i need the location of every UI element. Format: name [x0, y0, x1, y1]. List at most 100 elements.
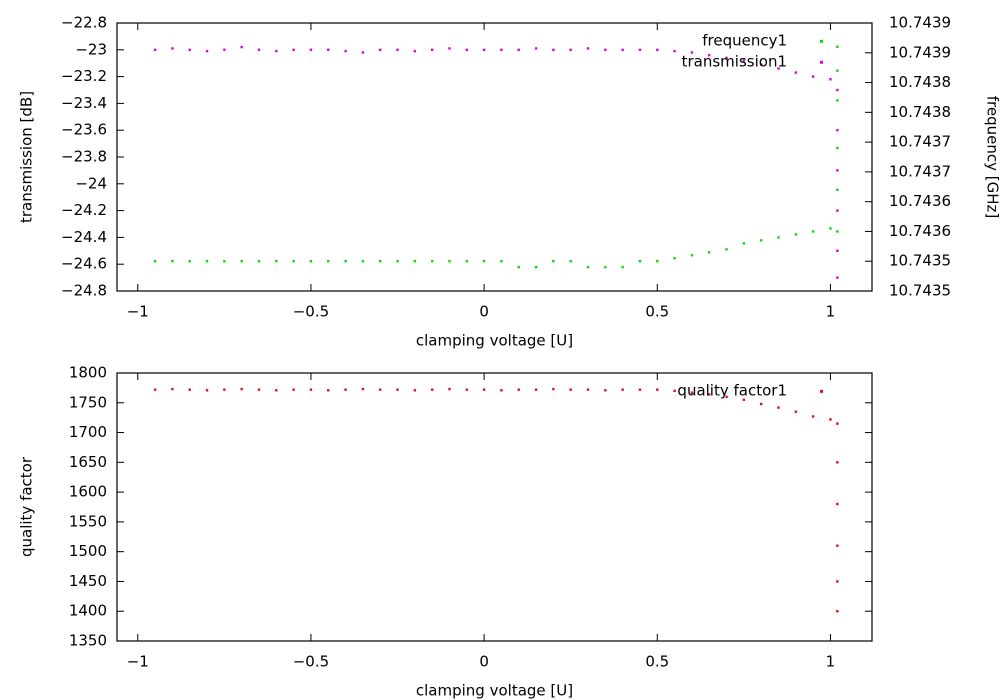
y-tick-label: 1700	[69, 423, 107, 441]
point	[569, 260, 572, 263]
x-tick-label: −1	[127, 303, 149, 321]
point	[777, 236, 780, 239]
point	[586, 388, 590, 391]
point	[309, 388, 313, 391]
point	[534, 265, 538, 269]
point	[836, 461, 839, 464]
y-tick-label: 1400	[69, 602, 107, 620]
point	[171, 47, 174, 50]
point	[275, 389, 278, 392]
legend-label: frequency1	[702, 32, 787, 50]
y-tick-label: −23.6	[61, 121, 107, 139]
point	[344, 260, 347, 263]
point	[344, 388, 347, 391]
y-tick-label: −24.4	[61, 228, 107, 246]
point	[482, 260, 486, 263]
point	[361, 387, 365, 391]
point	[811, 75, 815, 78]
point	[586, 265, 590, 269]
point	[153, 388, 157, 391]
x-tick-label: 1	[826, 303, 836, 321]
point	[604, 265, 607, 269]
point	[361, 51, 365, 54]
point	[638, 260, 642, 263]
point	[188, 260, 191, 263]
point	[708, 53, 711, 57]
point	[430, 48, 434, 51]
point	[708, 393, 711, 396]
y-tick-label: 1750	[69, 393, 107, 411]
point	[777, 406, 780, 409]
point	[379, 388, 382, 391]
legend-marker	[820, 39, 823, 43]
point	[586, 47, 590, 50]
x-axis-title: clamping voltage [U]	[416, 332, 573, 350]
point	[836, 230, 839, 233]
y-tick-label: −23	[75, 40, 107, 58]
point	[836, 188, 839, 191]
y-tick-label: 1350	[69, 632, 107, 650]
point	[656, 48, 659, 51]
point	[500, 389, 503, 392]
y2-tick-label: 10.7436	[889, 192, 951, 210]
chart: −1 −0.5 0 0.5 1 1350 1400 1450 1500 1550 1600 1650 1…	[18, 364, 873, 700]
y2-tick-label: 10.7438	[889, 103, 951, 121]
point	[482, 48, 486, 51]
point	[759, 63, 763, 66]
point	[430, 388, 434, 391]
y-tick-label: 1800	[69, 364, 107, 382]
point	[673, 257, 676, 260]
point	[836, 129, 839, 132]
y-axis-title: transmission [dB]	[18, 91, 36, 223]
point	[725, 395, 728, 399]
point	[517, 388, 520, 391]
chart: −1 −0.5 0 0.5 1 −24.8 −24.6 −24.4 −24.2 −24 −23.8 −…	[18, 14, 1000, 350]
point	[811, 230, 815, 233]
point	[534, 47, 538, 50]
point	[448, 260, 451, 263]
point	[638, 388, 642, 391]
point	[638, 48, 642, 51]
point	[836, 610, 839, 613]
point	[379, 260, 382, 263]
point	[836, 88, 839, 92]
point	[361, 260, 365, 263]
y-tick-label: 1600	[69, 483, 107, 501]
point	[309, 48, 313, 51]
point	[205, 49, 209, 53]
point	[794, 71, 798, 74]
y-tick-label: −23.4	[61, 94, 107, 112]
point	[292, 388, 295, 391]
point	[205, 389, 209, 392]
point	[569, 388, 572, 391]
point	[725, 248, 728, 251]
x-tick-label: −0.5	[293, 303, 329, 321]
point	[465, 260, 468, 263]
point	[309, 260, 313, 263]
point	[690, 391, 694, 394]
point	[794, 233, 798, 236]
point	[690, 254, 694, 257]
point	[275, 260, 278, 263]
y-tick-label: 1650	[69, 453, 107, 471]
point	[836, 544, 839, 547]
point	[836, 422, 839, 425]
point	[153, 48, 157, 51]
point	[257, 388, 261, 391]
point	[257, 48, 261, 51]
y-tick-label: −22.8	[61, 14, 107, 32]
point	[448, 387, 451, 391]
point	[829, 227, 832, 230]
point	[240, 260, 243, 263]
y-tick-label: −24.6	[61, 255, 107, 273]
point	[794, 410, 798, 413]
point	[257, 260, 261, 263]
point	[153, 260, 157, 263]
point	[656, 260, 659, 263]
point	[569, 48, 572, 51]
x-tick-label: 0	[479, 653, 489, 671]
y-tick-label: 1500	[69, 542, 107, 560]
y-tick-label: −24	[75, 174, 107, 192]
point	[534, 388, 538, 391]
y2-axis-title: frequency [GHz]	[984, 96, 1000, 218]
